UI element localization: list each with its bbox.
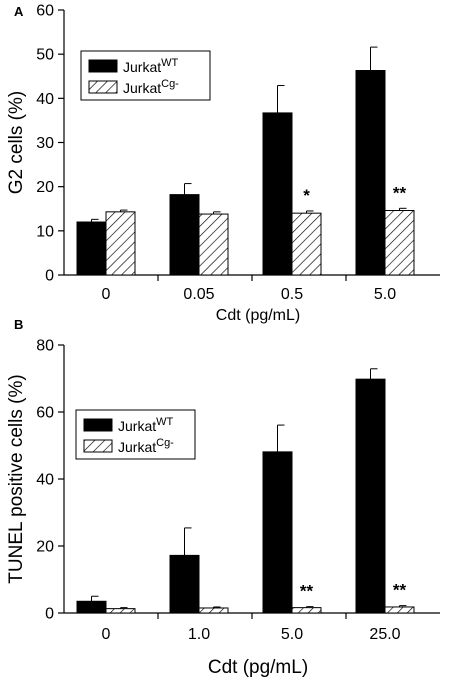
y-tick-label: 30	[36, 135, 54, 152]
y-axis-label: G2 cells (%)	[6, 91, 27, 194]
y-tick-label: 40	[36, 91, 54, 108]
legend-series-name: Jurkat	[123, 80, 161, 96]
legend-series-name: Jurkat	[118, 418, 156, 434]
bar	[291, 212, 322, 276]
significance-mark: **	[393, 183, 407, 202]
x-tick-label: 5.0	[281, 626, 303, 643]
legend-label: JurkatWT	[123, 57, 179, 75]
y-tick-label: 10	[36, 223, 54, 240]
y-tick-label: 60	[36, 3, 54, 20]
legend-swatch	[88, 80, 118, 94]
panel-label: B	[14, 317, 23, 332]
bar	[384, 606, 415, 614]
bar	[355, 378, 386, 614]
bar	[76, 221, 107, 276]
bar	[198, 213, 229, 276]
legend-series-superscript: Cg-	[161, 78, 179, 90]
y-tick-label: 20	[36, 539, 54, 556]
x-axis-label: Cdt (pg/mL)	[216, 307, 300, 324]
bar	[169, 554, 200, 614]
bar	[291, 607, 322, 614]
legend-series-superscript: Cg-	[156, 437, 174, 449]
bar	[105, 211, 136, 276]
y-tick-label: 40	[36, 472, 54, 489]
legend-series-superscript: WT	[156, 416, 173, 428]
bar	[262, 451, 293, 614]
x-tick-label: 25.0	[369, 626, 400, 643]
bar	[355, 70, 386, 276]
y-tick-label: 60	[36, 405, 54, 422]
significance-mark: **	[393, 581, 407, 600]
panel-label: A	[14, 4, 24, 19]
legend-swatch	[83, 418, 113, 432]
bar	[198, 607, 229, 614]
x-tick-label: 0	[102, 286, 111, 303]
x-tick-label: 0.5	[281, 286, 303, 303]
x-tick-label: 0	[102, 626, 111, 643]
significance-mark: **	[300, 582, 314, 601]
chart-panel-a: A 0 10 20 30 40 50 60 G2 cells (%) 0 0.05 0.5 5.0 Cdt…	[6, 3, 440, 324]
chart-panel-b: B 0 20 40 60 80 TUNEL positive cells (%) 0 1.0 5.…	[6, 317, 440, 678]
bar	[384, 210, 415, 276]
bar	[76, 600, 107, 614]
legend-series-superscript: WT	[161, 57, 178, 69]
bar	[262, 112, 293, 276]
x-tick-label: 1.0	[188, 626, 210, 643]
bar	[169, 194, 200, 276]
legend-label: JurkatCg-	[118, 437, 174, 455]
legend-label: JurkatCg-	[123, 78, 179, 96]
y-tick-label: 0	[45, 268, 54, 285]
y-tick-label: 20	[36, 179, 54, 196]
y-tick-label: 0	[45, 606, 54, 623]
legend-swatch	[83, 439, 113, 453]
x-axis-label: Cdt (pg/mL)	[208, 657, 308, 678]
x-tick-label: 5.0	[374, 286, 396, 303]
y-tick-label: 50	[36, 47, 54, 64]
bar	[105, 608, 136, 614]
legend-series-name: Jurkat	[123, 59, 161, 75]
legend-swatch	[88, 59, 118, 73]
significance-mark: *	[303, 186, 310, 205]
y-tick-label: 80	[36, 338, 54, 355]
x-tick-label: 0.05	[183, 286, 214, 303]
legend-label: JurkatWT	[118, 416, 174, 434]
legend-series-name: Jurkat	[118, 439, 156, 455]
y-axis-label: TUNEL positive cells (%)	[6, 374, 27, 583]
